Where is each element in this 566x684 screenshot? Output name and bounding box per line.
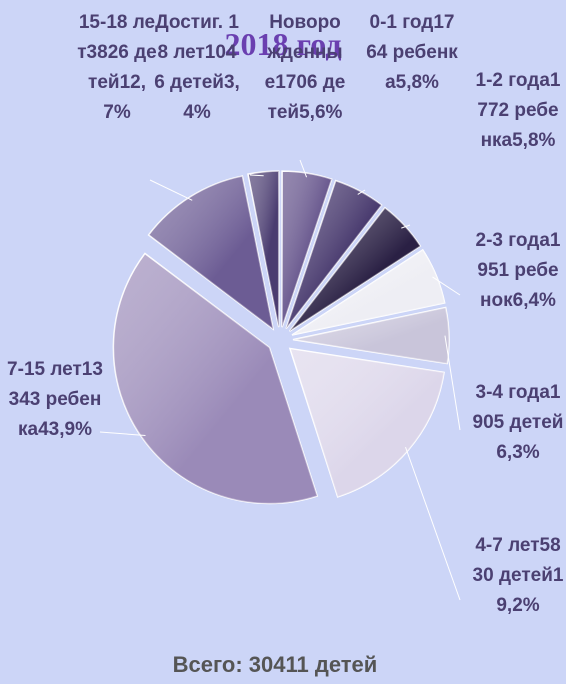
slice-shade [247, 171, 279, 328]
slice-shade [282, 171, 332, 328]
slice-shade [289, 207, 421, 332]
slice-shade [286, 180, 382, 329]
leader-line [299, 159, 308, 178]
slice-label: 0-1 год1764 ребенка5,8% [366, 12, 458, 93]
slice-shade [148, 176, 274, 329]
leader-line [432, 276, 461, 296]
leader-line [405, 446, 461, 601]
leader-line [444, 335, 461, 431]
slice-label: Новорожденные1706 детей5,6% [264, 12, 346, 123]
slice-label: 3-4 года1905 детей6,3% [472, 382, 564, 463]
leader-line [357, 189, 366, 195]
chart-title: 2018 год [224, 26, 342, 62]
slice-label: 2-3 года1951 ребенок6,4% [475, 230, 561, 311]
slice-shade [292, 307, 449, 364]
footer: Всего: 30411 детей [172, 652, 378, 677]
slice-label: 7-15 лет13343 ребенка43,9% [7, 359, 103, 440]
slice-label: Достиг. 18 лет1046 детей3,4% [154, 12, 240, 123]
leader-line [149, 179, 193, 201]
leader-line [249, 174, 264, 177]
slice-shade [292, 249, 445, 336]
slice-shade [113, 253, 318, 504]
slice-label: 15-18 лет3826 детей12,7% [77, 12, 157, 123]
leader-line [401, 224, 411, 229]
slice-shade [289, 348, 445, 497]
slice-label: 4-7 лет5830 детей19,2% [472, 535, 564, 616]
leader-line [99, 431, 146, 437]
slice-label: 1-2 года1772 ребенка5,8% [475, 70, 561, 151]
